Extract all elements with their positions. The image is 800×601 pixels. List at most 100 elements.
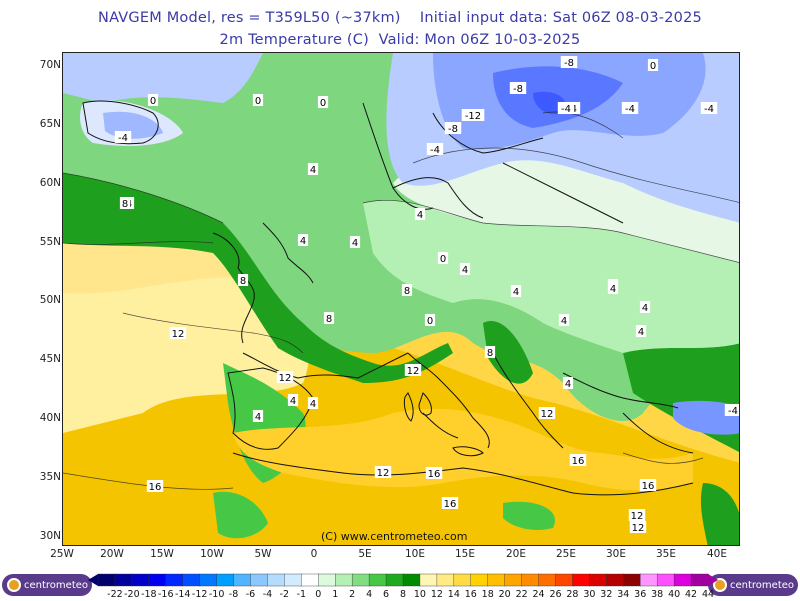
contour-label: 4	[462, 265, 468, 276]
contour-label: -4	[118, 133, 128, 144]
colorbar-swatch	[284, 573, 303, 587]
colorbar-tick-label: -1	[296, 589, 307, 600]
contour-label: -8	[564, 58, 574, 69]
colorbar-swatch	[589, 573, 608, 587]
contour-label: 16	[428, 469, 441, 480]
colorbar-swatch	[385, 573, 404, 587]
contour-label-bg	[287, 394, 299, 406]
map-canvas: -8-8-12-8-4-4-4-40000-4-4444444448888121…	[63, 53, 739, 545]
contour-label: 16	[149, 482, 162, 493]
contour-label-bg	[635, 325, 647, 337]
chart-title-line1: NAVGEM Model, res = T359L50 (~37km) Init…	[98, 10, 702, 26]
contour-label-bg	[276, 371, 294, 383]
colorbar-tick-label: 30	[583, 589, 596, 600]
contour-label-bg	[147, 94, 159, 106]
colorbar-tick-label: 42	[685, 589, 698, 600]
lat-label-70n: 70N	[39, 59, 61, 71]
colorbar-swatch	[656, 573, 675, 587]
colorbar-tick-label: 20	[498, 589, 511, 600]
lat-label-35n: 35N	[39, 471, 61, 483]
contour-label-bg	[414, 208, 426, 220]
contour-label: 0	[440, 254, 446, 265]
lon-label-15w: 15W	[150, 548, 174, 560]
colorbar-tick-label: -18	[141, 589, 157, 600]
contour-label: 4	[310, 165, 316, 176]
east-cold	[673, 400, 739, 435]
colorbar-swatch	[572, 573, 591, 587]
colorbar-swatch	[419, 573, 438, 587]
green-8-band	[63, 173, 453, 383]
contour-label-bg	[569, 454, 587, 466]
libya-green	[503, 501, 555, 530]
contour-label-bg	[441, 497, 459, 509]
colorbar-swatch	[555, 573, 574, 587]
colorbar-tick-label: 0	[315, 589, 322, 600]
contour-label-bg	[484, 346, 496, 358]
colorbar-swatch	[673, 573, 692, 587]
lon-label-35e: 35E	[656, 548, 676, 560]
colorbar-tick-label: 36	[634, 589, 647, 600]
contour-label: 0	[320, 98, 326, 109]
contour-label: 8	[326, 314, 332, 325]
lon-label-5w: 5W	[254, 548, 272, 560]
contour-label-bg	[307, 163, 319, 175]
contour-labels: -8-8-12-8-4-4-4-40000-4-4444444448888121…	[114, 56, 739, 534]
colorbar-swatch	[335, 573, 353, 587]
contour-label: 12	[407, 366, 420, 377]
colorbar-tick-label: 18	[481, 589, 494, 600]
colorbar-tick-label: -4	[262, 589, 273, 600]
contour-label: -4	[728, 406, 738, 417]
colorbar-tick-label: -6	[245, 589, 256, 600]
lat-label-50n: 50N	[39, 294, 61, 306]
colorbar-swatch	[402, 573, 421, 587]
colorbar-swatch	[368, 573, 387, 587]
colorbar-swatch	[148, 573, 167, 587]
colorbar-tick-label: -16	[158, 589, 174, 600]
contour-label: 8	[404, 286, 410, 297]
contour-label: 4	[642, 303, 648, 314]
levant-green	[700, 483, 739, 545]
contour-label-bg	[639, 479, 657, 491]
colorbar-tick-label: 12	[430, 589, 443, 600]
contour-label: -4	[704, 104, 714, 115]
contour-label-bg	[621, 102, 639, 114]
colorbar-swatch	[182, 573, 201, 587]
contour-label: 4	[610, 284, 616, 295]
colorbar-tick-label: 6	[383, 589, 390, 600]
lon-label-0: 0	[310, 548, 318, 560]
contour-label: 4	[417, 210, 423, 221]
contour-label: 4	[300, 236, 306, 247]
lat-label-30n: 30N	[39, 530, 61, 542]
contour-label: 12	[279, 373, 292, 384]
contour-label: 8	[240, 276, 246, 287]
cold-core-2	[533, 91, 566, 115]
contour-label: 0	[150, 96, 156, 107]
contour-label-bg	[437, 252, 449, 264]
lat-label-40n: 40N	[39, 412, 61, 424]
contour-label-bg	[444, 122, 462, 134]
contour-label: -8	[448, 124, 458, 135]
contour-label-bg	[401, 284, 413, 296]
contour-label-bg	[323, 312, 335, 324]
colorbar-swatch	[470, 573, 489, 587]
contour-label-bg	[509, 82, 527, 94]
contour-label: 4	[290, 396, 296, 407]
chart-title-line2: 2m Temperature (C) Valid: Mon 06Z 10-03-…	[219, 32, 581, 48]
contour-label-bg	[629, 521, 647, 533]
colorbar-tick-label: 24	[532, 589, 545, 600]
colorbar-swatch	[199, 573, 218, 587]
lon-label-30e: 30E	[606, 548, 626, 560]
contour-label: 16	[572, 456, 585, 467]
colorbar-swatch	[216, 573, 235, 587]
colorbar-swatch	[453, 573, 472, 587]
colorbar-tick-label: 34	[617, 589, 630, 600]
contour-label-bg	[146, 480, 164, 492]
colorbar-swatch	[233, 573, 252, 587]
contour-label: 0	[650, 61, 656, 72]
colorbar-swatch	[436, 573, 455, 587]
colorbar-tick-label: 16	[464, 589, 477, 600]
colorbar-tick-label: 8	[399, 589, 407, 600]
contour-label-bg	[252, 410, 264, 422]
coastlines	[82, 100, 694, 496]
colorbar-swatch	[318, 573, 336, 587]
